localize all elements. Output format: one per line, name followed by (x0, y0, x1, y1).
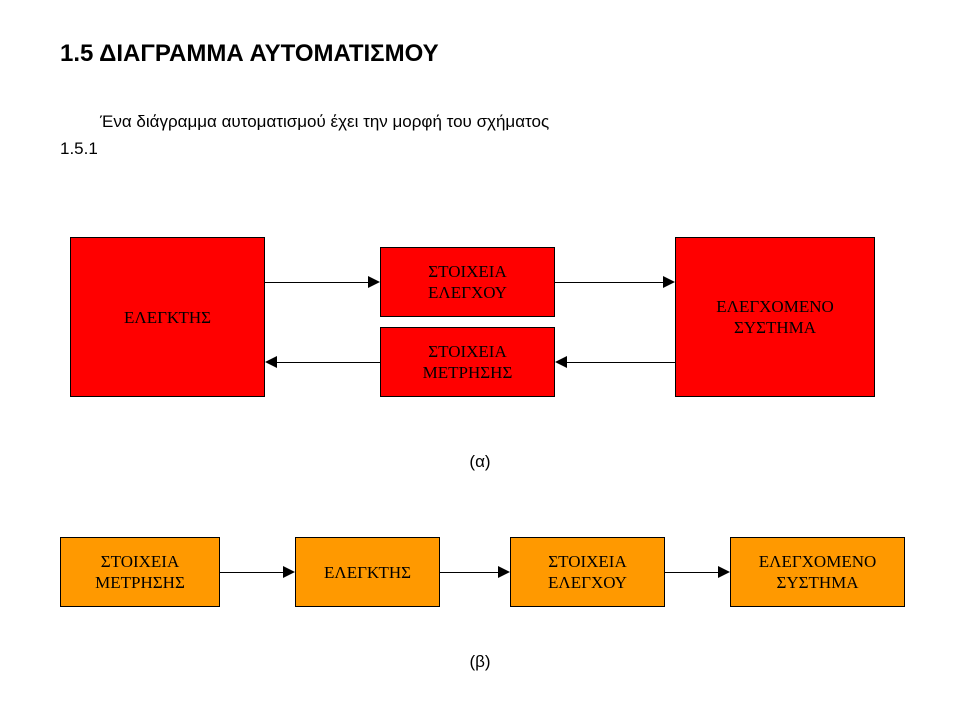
arrow-head (663, 276, 675, 288)
intro-text: Ένα διάγραμμα αυτοματισμού έχει την μορφ… (100, 112, 549, 131)
node-controller: ΕΛΕΓΚΤΗΣ (295, 537, 440, 607)
diagram-a: ΕΛΕΓΚΤΗΣ ΣΤΟΙΧΕΙΑΕΛΕΓΧΟΥ ΣΤΟΙΧΕΙΑΜΕΤΡΗΣΗΣ Ε… (70, 212, 890, 422)
node-ctrl_elements: ΣΤΟΙΧΕΙΑΕΛΕΓΧΟΥ (380, 247, 555, 317)
node-meas_elements: ΣΤΟΙΧΕΙΑΜΕΤΡΗΣΗΣ (380, 327, 555, 397)
arrow-head (368, 276, 380, 288)
arrow-head (498, 566, 510, 578)
section-title: 1.5 ΔΙΑΓΡΑΜΜΑ ΑΥΤΟΜΑΤΙΣΜΟΥ (60, 40, 900, 68)
arrow-head (555, 356, 567, 368)
node-controller: ΕΛΕΓΚΤΗΣ (70, 237, 265, 397)
arrow-line (277, 362, 380, 363)
intro-number: 1.5.1 (60, 135, 900, 162)
arrow-head (265, 356, 277, 368)
diagram-a-label: (α) (60, 452, 900, 472)
arrow-line (265, 282, 368, 283)
arrow-head (283, 566, 295, 578)
node-system: ΕΛΕΓΧΟΜΕΝΟΣΥΣΤΗΜΑ (730, 537, 905, 607)
diagram-b: ΣΤΟΙΧΕΙΑΜΕΤΡΗΣΗΣ ΕΛΕΓΚΤΗΣ ΣΤΟΙΧΕΙΑΕΛΕΓΧΟΥ Ε… (60, 527, 910, 617)
node-meas_elements: ΣΤΟΙΧΕΙΑΜΕΤΡΗΣΗΣ (60, 537, 220, 607)
node-ctrl_elements: ΣΤΟΙΧΕΙΑΕΛΕΓΧΟΥ (510, 537, 665, 607)
arrow-head (718, 566, 730, 578)
arrow-line (555, 282, 663, 283)
node-system: ΕΛΕΓΧΟΜΕΝΟΣΥΣΤΗΜΑ (675, 237, 875, 397)
arrow-line (567, 362, 675, 363)
arrow-line (440, 572, 498, 573)
diagram-b-label: (β) (60, 652, 900, 672)
arrow-line (220, 572, 283, 573)
intro-paragraph: Ένα διάγραμμα αυτοματισμού έχει την μορφ… (100, 108, 900, 162)
arrow-line (665, 572, 718, 573)
